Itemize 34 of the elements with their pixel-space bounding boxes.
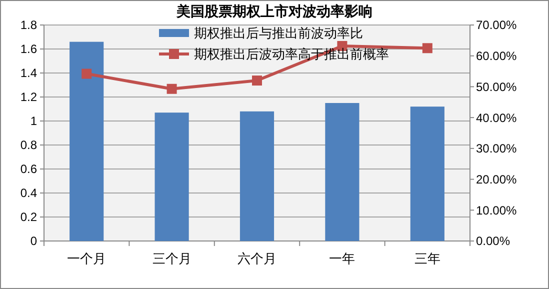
y-tick-label: 1.4 — [20, 66, 38, 80]
y-tick-label: 0.4 — [20, 186, 38, 200]
y-tick-label: 0.8 — [20, 138, 38, 152]
bar — [240, 111, 274, 241]
y-tick-label: 0 — [30, 234, 38, 248]
y-tick-label: 1.8 — [20, 18, 38, 32]
y2-tick-label: 40.00% — [476, 110, 518, 125]
y2-tick-label: 10.00% — [476, 203, 518, 218]
point — [422, 43, 432, 54]
x-tick-label: 一个月 — [67, 251, 106, 266]
legend-label: 期权推出后与推出前波动率比 — [194, 26, 363, 41]
y-tick-label: 1.2 — [20, 90, 38, 104]
y-tick-label: 0.6 — [20, 162, 38, 176]
y2-tick-label: 50.00% — [476, 80, 518, 94]
bar — [154, 112, 189, 241]
y2-tick-label: 60.00% — [476, 49, 518, 64]
y2-tick-label: 70.00% — [476, 18, 518, 32]
y2-tick-label: 20.00% — [476, 172, 518, 186]
y2-tick-label: 0.00% — [476, 234, 510, 248]
chart-title: 美国股票期权上市对波动率影响 — [176, 3, 372, 19]
y-tick-label: 1.6 — [20, 42, 38, 56]
point — [252, 76, 262, 86]
point — [166, 84, 177, 94]
x-tick-label: 一年 — [329, 251, 356, 266]
bar — [70, 42, 104, 241]
x-tick-label: 三年 — [414, 251, 440, 266]
y-tick-label: 1 — [30, 114, 38, 128]
y2-tick-label: 30.00% — [476, 142, 518, 156]
x-tick-label: 六个月 — [238, 251, 276, 266]
bar — [410, 106, 444, 241]
x-tick-label: 三个月 — [152, 251, 192, 266]
point — [82, 68, 92, 79]
y-tick-label: 0.2 — [20, 210, 38, 224]
bar — [325, 103, 360, 241]
